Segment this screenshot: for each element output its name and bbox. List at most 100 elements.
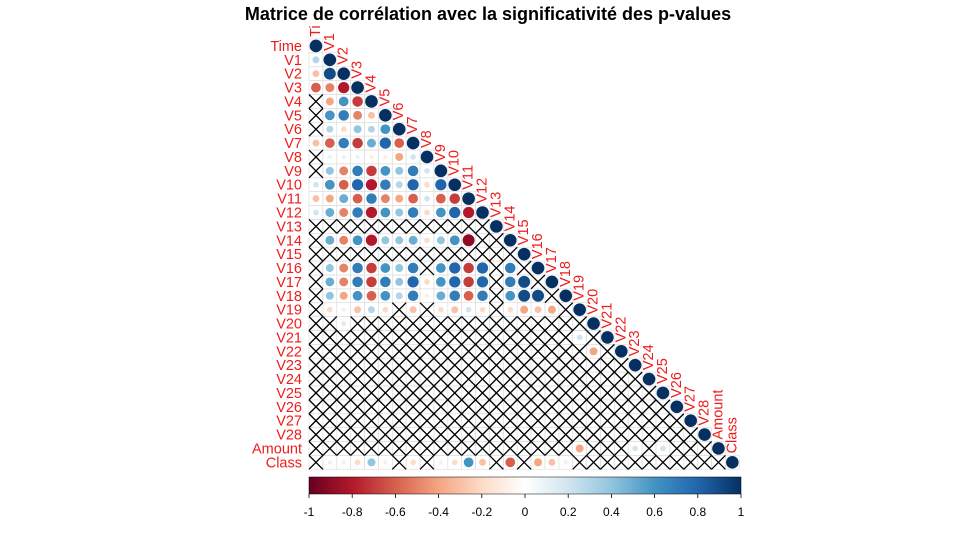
insignificant-cross-mark xyxy=(516,343,532,359)
column-label: V21 xyxy=(599,303,615,329)
correlation-circle xyxy=(424,237,430,244)
correlation-circle xyxy=(380,276,391,288)
column-label: V5 xyxy=(377,89,393,107)
correlation-circle xyxy=(354,306,362,314)
insignificant-cross-mark xyxy=(475,246,490,262)
insignificant-cross-mark xyxy=(447,427,463,442)
insignificant-cross-mark xyxy=(308,357,324,373)
insignificant-cross-mark xyxy=(516,316,532,331)
correlation-circle xyxy=(365,179,378,191)
correlation-circle xyxy=(449,290,461,302)
column-label: V15 xyxy=(516,219,532,245)
correlation-circle xyxy=(632,445,638,452)
insignificant-cross-mark xyxy=(502,246,518,262)
correlation-circle xyxy=(449,235,460,246)
insignificant-cross-mark xyxy=(447,316,463,331)
column-label: V11 xyxy=(461,165,477,190)
correlation-circle xyxy=(395,292,403,300)
insignificant-cross-mark xyxy=(572,385,588,401)
colorbar-tick-label: 0.8 xyxy=(689,505,706,519)
insignificant-cross-mark xyxy=(572,427,588,442)
insignificant-cross-mark xyxy=(405,371,421,387)
insignificant-cross-mark xyxy=(586,454,601,470)
row-label: V14 xyxy=(276,233,302,249)
insignificant-cross-mark xyxy=(600,454,615,470)
row-label: V5 xyxy=(284,108,302,124)
correlation-circle xyxy=(563,460,568,465)
correlation-circle xyxy=(463,262,474,274)
correlation-circle xyxy=(587,317,600,330)
insignificant-cross-mark xyxy=(502,441,518,456)
row-label: V11 xyxy=(277,192,302,208)
insignificant-cross-mark xyxy=(544,413,560,429)
insignificant-cross-mark xyxy=(613,427,629,442)
insignificant-cross-mark xyxy=(502,385,518,401)
correlation-circle xyxy=(463,457,474,468)
correlation-circle xyxy=(341,307,346,312)
insignificant-cross-mark xyxy=(572,454,588,470)
correlation-circle xyxy=(326,125,334,133)
insignificant-cross-mark xyxy=(391,413,407,429)
correlation-circle xyxy=(505,457,516,468)
correlation-circle xyxy=(642,372,656,386)
correlation-circle xyxy=(424,195,430,202)
correlation-circle xyxy=(380,263,391,273)
correlation-circle xyxy=(366,262,377,274)
insignificant-cross-mark xyxy=(530,371,546,387)
insignificant-cross-mark xyxy=(447,357,463,373)
correlation-circle xyxy=(684,414,697,428)
correlation-circle xyxy=(534,306,542,314)
correlation-circle xyxy=(407,165,419,177)
insignificant-cross-mark xyxy=(683,441,699,456)
insignificant-cross-mark xyxy=(613,454,629,470)
row-label: V16 xyxy=(276,261,302,277)
insignificant-cross-mark xyxy=(308,371,324,387)
correlation-circle xyxy=(325,166,334,175)
insignificant-cross-mark xyxy=(461,427,477,442)
row-label: V8 xyxy=(284,150,302,166)
correlation-circle xyxy=(436,236,445,245)
correlation-circle xyxy=(517,247,531,261)
cross-layer xyxy=(308,94,726,470)
insignificant-cross-mark xyxy=(530,399,546,415)
insignificant-cross-mark xyxy=(391,218,407,234)
insignificant-cross-mark xyxy=(308,218,324,234)
row-label: V24 xyxy=(276,372,302,388)
insignificant-cross-mark xyxy=(308,149,324,165)
correlation-circle xyxy=(408,193,418,204)
insignificant-cross-mark xyxy=(516,371,532,387)
row-label: Amount xyxy=(252,441,302,457)
insignificant-cross-mark xyxy=(697,454,712,470)
insignificant-cross-mark xyxy=(308,330,324,345)
insignificant-cross-mark xyxy=(586,357,601,373)
correlation-circle xyxy=(504,262,516,274)
insignificant-cross-mark xyxy=(419,302,435,318)
insignificant-cross-mark xyxy=(391,385,407,401)
insignificant-cross-mark xyxy=(461,357,477,373)
insignificant-cross-mark xyxy=(697,441,712,456)
correlation-circle xyxy=(353,110,363,120)
insignificant-cross-mark xyxy=(558,385,574,401)
insignificant-cross-mark xyxy=(558,316,574,331)
colorbar-tick-label: -1 xyxy=(304,505,315,519)
insignificant-cross-mark xyxy=(308,232,324,248)
insignificant-cross-mark xyxy=(364,413,379,429)
insignificant-cross-mark xyxy=(600,371,615,387)
correlation-circle xyxy=(628,358,642,372)
correlation-circle xyxy=(367,458,376,467)
insignificant-cross-mark xyxy=(502,343,518,359)
insignificant-cross-mark xyxy=(558,302,574,318)
insignificant-cross-mark xyxy=(322,357,338,373)
correlation-circle xyxy=(407,276,419,288)
row-label: V4 xyxy=(284,94,302,110)
insignificant-cross-mark xyxy=(558,343,574,359)
insignificant-cross-mark xyxy=(641,441,657,456)
row-label: V13 xyxy=(276,219,302,235)
column-label: V24 xyxy=(641,344,657,370)
correlation-circle xyxy=(352,193,363,204)
correlation-circle xyxy=(352,96,363,107)
correlation-circle xyxy=(366,193,377,204)
insignificant-cross-mark xyxy=(544,343,560,359)
insignificant-cross-mark xyxy=(322,316,338,331)
